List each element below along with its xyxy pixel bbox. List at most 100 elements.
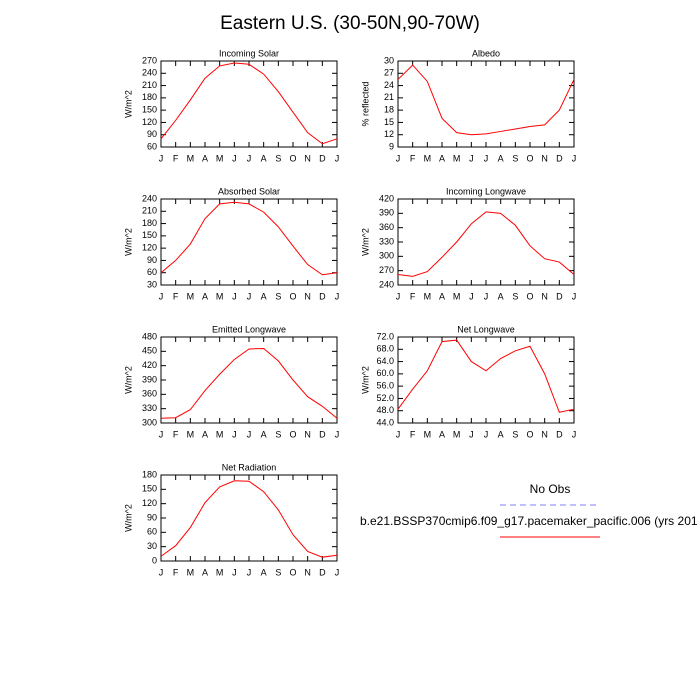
panel-title: Incoming Solar [219, 48, 279, 58]
y-tick-label: 180 [142, 218, 157, 228]
panel-title: Emitted Longwave [212, 324, 286, 334]
x-tick-label: O [289, 567, 296, 577]
y-tick-label: 300 [379, 251, 394, 261]
x-tick-label: J [396, 429, 401, 439]
x-tick-label: M [424, 291, 432, 301]
y-tick-label: 390 [379, 208, 394, 218]
data-line [397, 64, 575, 136]
x-tick-label: J [247, 291, 252, 301]
y-tick-label: 68.0 [376, 344, 394, 354]
x-tick-label: A [202, 291, 208, 301]
y-tick-label: 60.0 [376, 368, 394, 378]
y-tick-label: 480 [142, 331, 157, 341]
x-tick-label: M [424, 429, 432, 439]
legend-label: b.e21.BSSP370cmip6.f09_g17.pacemaker_pac… [360, 514, 698, 528]
x-tick-label: M [216, 291, 224, 301]
x-tick-label: M [453, 429, 461, 439]
x-tick-label: J [484, 429, 489, 439]
y-tick-label: 330 [379, 236, 394, 246]
y-tick-label: 44.0 [376, 417, 394, 427]
x-tick-label: M [187, 291, 195, 301]
x-tick-label: S [512, 153, 518, 163]
y-axis-label: W/m^2 [123, 504, 133, 532]
x-tick-label: D [556, 429, 563, 439]
x-tick-label: A [261, 429, 267, 439]
y-tick-label: 72.0 [376, 331, 394, 341]
y-axis-label: % reflected [360, 81, 370, 126]
x-tick-label: D [556, 291, 563, 301]
x-tick-label: D [319, 429, 326, 439]
y-tick-label: 240 [379, 279, 394, 289]
y-axis-label: W/m^2 [360, 366, 370, 394]
x-tick-label: J [159, 567, 164, 577]
data-line [397, 339, 575, 413]
x-tick-label: A [439, 153, 445, 163]
x-tick-label: N [304, 429, 311, 439]
y-axis-label: W/m^2 [360, 228, 370, 256]
y-tick-label: 27 [384, 68, 394, 78]
y-tick-label: 450 [142, 346, 157, 356]
x-tick-label: A [498, 429, 504, 439]
x-tick-label: N [541, 429, 548, 439]
x-tick-label: A [439, 429, 445, 439]
x-tick-label: J [572, 429, 577, 439]
x-tick-label: M [187, 429, 195, 439]
x-tick-label: J [232, 291, 237, 301]
y-tick-label: 0 [152, 555, 157, 565]
y-tick-label: 60 [147, 267, 157, 277]
y-tick-label: 24 [384, 80, 394, 90]
x-tick-label: O [289, 429, 296, 439]
plot-frame [160, 198, 338, 286]
x-tick-label: M [453, 291, 461, 301]
data-line [160, 62, 338, 145]
x-tick-label: A [202, 567, 208, 577]
x-tick-label: A [261, 291, 267, 301]
y-tick-label: 30 [147, 279, 157, 289]
panel-title: Incoming Longwave [446, 186, 526, 196]
x-tick-label: J [335, 153, 340, 163]
y-tick-label: 64.0 [376, 356, 394, 366]
x-tick-label: D [556, 153, 563, 163]
x-tick-label: S [275, 153, 281, 163]
x-tick-label: F [173, 291, 179, 301]
y-tick-label: 180 [142, 469, 157, 479]
data-line [160, 201, 338, 276]
x-tick-label: A [439, 291, 445, 301]
x-tick-label: J [247, 567, 252, 577]
x-tick-label: F [173, 567, 179, 577]
x-tick-label: N [304, 567, 311, 577]
x-tick-label: J [247, 153, 252, 163]
x-tick-label: J [247, 429, 252, 439]
plot-frame [397, 336, 575, 424]
x-tick-label: M [187, 153, 195, 163]
x-tick-label: A [261, 153, 267, 163]
x-tick-label: N [541, 291, 548, 301]
x-tick-label: O [526, 429, 533, 439]
y-tick-label: 270 [142, 55, 157, 65]
x-tick-label: D [319, 291, 326, 301]
data-line [160, 347, 338, 419]
y-tick-label: 30 [384, 55, 394, 65]
x-tick-label: S [275, 429, 281, 439]
x-tick-label: J [572, 291, 577, 301]
x-tick-label: M [453, 153, 461, 163]
x-tick-label: S [512, 429, 518, 439]
x-tick-label: D [319, 153, 326, 163]
x-tick-label: M [187, 567, 195, 577]
x-tick-label: M [216, 153, 224, 163]
x-tick-label: S [275, 291, 281, 301]
y-tick-label: 180 [142, 92, 157, 102]
panel-title: Albedo [472, 48, 500, 58]
x-tick-label: J [159, 429, 164, 439]
y-tick-label: 9 [389, 141, 394, 151]
x-tick-label: O [526, 291, 533, 301]
y-tick-label: 300 [142, 417, 157, 427]
y-tick-label: 21 [384, 92, 394, 102]
panel-title: Net Longwave [457, 324, 515, 334]
y-tick-label: 360 [142, 389, 157, 399]
y-tick-label: 60 [147, 141, 157, 151]
data-line [397, 211, 575, 277]
y-tick-label: 15 [384, 117, 394, 127]
x-tick-label: J [335, 291, 340, 301]
x-tick-label: A [498, 153, 504, 163]
